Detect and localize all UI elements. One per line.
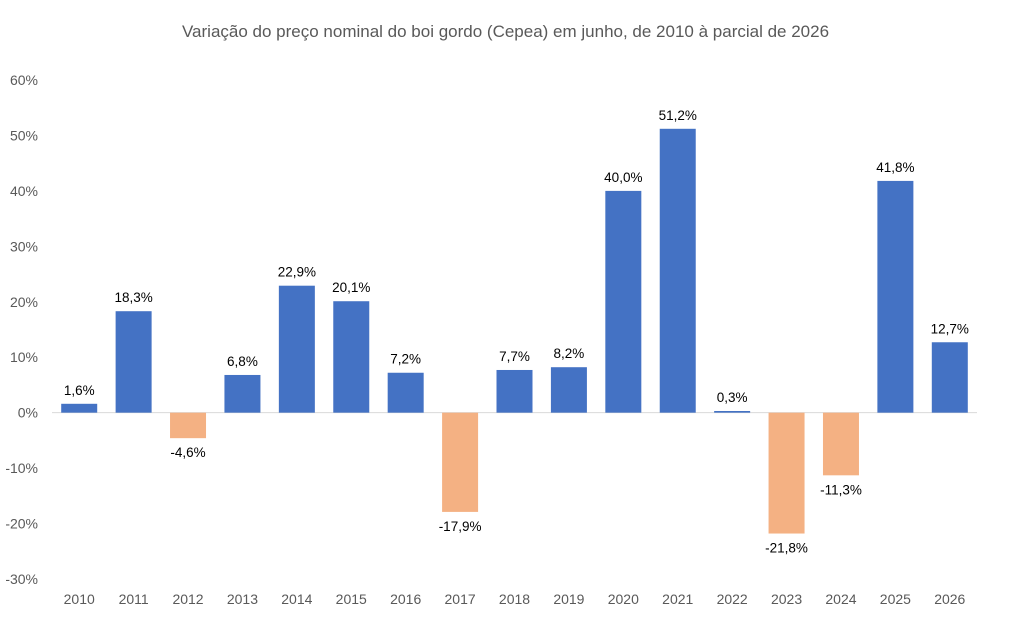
data-label: 22,9%: [278, 265, 316, 280]
bar: [931, 342, 968, 413]
y-tick-label: 0%: [18, 405, 38, 421]
y-tick-label: 10%: [10, 349, 38, 365]
data-label: 40,0%: [604, 170, 642, 185]
y-tick-label: 40%: [10, 183, 38, 199]
x-tick-label: 2013: [227, 591, 258, 607]
x-tick-label: 2020: [608, 591, 639, 607]
bar: [224, 374, 261, 413]
bar: [659, 128, 696, 413]
y-tick-label: -10%: [5, 460, 38, 476]
bar: [605, 190, 642, 413]
data-label: 18,3%: [114, 290, 152, 305]
x-tick-label: 2026: [934, 591, 965, 607]
bar: [333, 301, 370, 413]
bar: [550, 367, 587, 413]
data-label: 20,1%: [332, 280, 370, 295]
chart-title: Variação do preço nominal do boi gordo (…: [181, 22, 830, 41]
x-tick-label: 2021: [662, 591, 693, 607]
bar: [496, 369, 533, 413]
y-tick-label: 30%: [10, 238, 38, 254]
bar: [714, 411, 751, 413]
bar: [877, 180, 914, 413]
data-label: 7,7%: [499, 349, 530, 364]
bar: [115, 311, 152, 413]
y-tick-label: 20%: [10, 294, 38, 310]
bar: [387, 372, 424, 413]
bar: [278, 285, 315, 413]
y-tick-label: 60%: [10, 72, 38, 88]
x-tick-label: 2010: [64, 591, 95, 607]
data-label: -11,3%: [820, 482, 862, 497]
x-tick-label: 2011: [119, 591, 149, 607]
x-tick-label: 2023: [771, 591, 802, 607]
x-tick-label: 2017: [445, 591, 476, 607]
y-tick-label: -30%: [5, 571, 38, 587]
y-tick-label: 50%: [10, 127, 38, 143]
bar: [170, 412, 207, 439]
x-tick-label: 2012: [172, 591, 203, 607]
x-tick-label: 2025: [880, 591, 911, 607]
x-tick-label: 2019: [553, 591, 584, 607]
bar: [822, 412, 859, 476]
x-tick-label: 2014: [281, 591, 312, 607]
x-tick-label: 2022: [717, 591, 748, 607]
data-label: 51,2%: [659, 108, 697, 123]
bar: [61, 403, 98, 413]
bar: [442, 412, 479, 512]
data-label: 41,8%: [876, 160, 914, 175]
data-label: 0,3%: [717, 390, 748, 405]
data-label: -4,6%: [170, 445, 205, 460]
data-label: 6,8%: [227, 354, 258, 369]
x-tick-label: 2016: [390, 591, 421, 607]
x-tick-label: 2015: [336, 591, 367, 607]
y-tick-label: -20%: [5, 516, 38, 532]
x-tick-label: 2024: [825, 591, 856, 607]
data-label: 12,7%: [931, 321, 969, 336]
data-label: 1,6%: [64, 383, 95, 398]
data-label: 8,2%: [554, 346, 585, 361]
data-label: 7,2%: [390, 352, 421, 367]
data-label: -17,9%: [439, 519, 482, 534]
x-tick-label: 2018: [499, 591, 530, 607]
data-label: -21,8%: [765, 541, 808, 556]
bar: [768, 412, 805, 534]
